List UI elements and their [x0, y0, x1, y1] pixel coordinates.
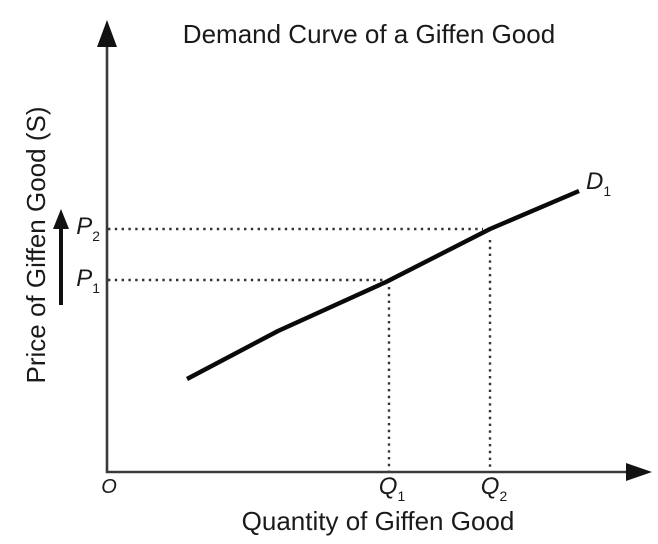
price-label-p2-base: P [76, 213, 93, 241]
quantity-label-q2-base: Q [480, 473, 500, 501]
price-label-p1-sub: 1 [92, 280, 100, 297]
quantity-label-q1: Q1 [379, 475, 405, 503]
demand-curve-d1 [185, 188, 580, 381]
demand-curve-label-d1-base: D [586, 168, 604, 196]
x-axis-arrowhead-icon [626, 463, 652, 481]
demand-curve-label-d1: D1 [586, 170, 611, 198]
chart-title: Demand Curve of a Giffen Good [182, 19, 556, 49]
price-label-p1: P1 [76, 267, 100, 295]
origin-label: O [101, 476, 117, 498]
x-axis-label: Quantity of Giffen Good [241, 506, 515, 536]
price-label-p2-sub: 2 [92, 228, 100, 245]
quantity-label-q1-sub: 1 [397, 488, 406, 505]
y-axis-label: Price of Giffen Good (S) [21, 106, 51, 384]
price-label-p2: P2 [76, 215, 100, 243]
y-axis-arrowhead-icon [97, 20, 117, 47]
quantity-label-q1-base: Q [378, 473, 398, 501]
quantity-label-q2: Q2 [481, 475, 507, 503]
price-increase-arrow-icon [53, 209, 69, 229]
quantity-label-q2-sub: 2 [499, 488, 508, 505]
demand-curve-label-d1-sub: 1 [603, 183, 612, 200]
price-label-p1-base: P [76, 265, 93, 293]
